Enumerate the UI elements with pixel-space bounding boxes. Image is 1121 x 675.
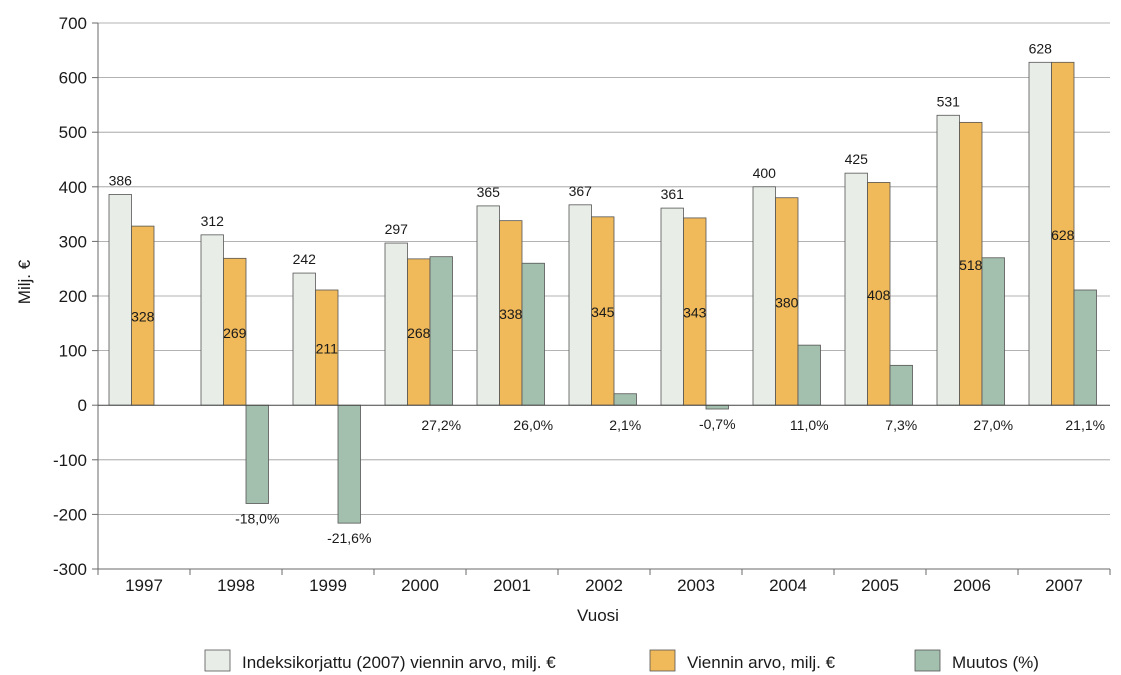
data-label: 425 bbox=[845, 151, 869, 167]
data-label: 343 bbox=[683, 305, 707, 321]
y-tick-label: 600 bbox=[59, 69, 87, 88]
data-label: 328 bbox=[131, 309, 155, 325]
x-tick-label: 2002 bbox=[585, 576, 623, 595]
bar bbox=[245, 404, 269, 504]
legend-swatch bbox=[649, 649, 676, 672]
bar bbox=[660, 207, 684, 406]
bar bbox=[200, 234, 224, 406]
bar bbox=[292, 272, 316, 406]
y-tick-label: 200 bbox=[59, 287, 87, 306]
bar bbox=[429, 256, 453, 406]
data-label: 26,0% bbox=[513, 417, 553, 433]
y-tick-label: 500 bbox=[59, 123, 87, 142]
data-label: -18,0% bbox=[235, 510, 279, 526]
bar bbox=[752, 186, 776, 406]
bar bbox=[889, 364, 913, 406]
bar bbox=[384, 242, 408, 406]
data-label: 211 bbox=[316, 341, 339, 357]
y-tick-label: 0 bbox=[78, 396, 87, 415]
y-tick-label: 100 bbox=[59, 342, 87, 361]
legend: Indeksikorjattu (2007) viennin arvo, mil… bbox=[204, 649, 1039, 672]
data-label: 386 bbox=[109, 172, 133, 188]
legend-swatch bbox=[204, 649, 231, 672]
data-label: 531 bbox=[937, 93, 961, 109]
bar bbox=[844, 172, 868, 406]
x-axis-title: Vuosi bbox=[577, 606, 619, 625]
x-tick-label: 2000 bbox=[401, 576, 439, 595]
bar bbox=[568, 204, 592, 406]
data-label: 628 bbox=[1029, 40, 1053, 56]
data-label: 27,2% bbox=[421, 417, 461, 433]
bar bbox=[337, 404, 361, 524]
bar bbox=[981, 257, 1005, 406]
x-tick-label: 2004 bbox=[769, 576, 807, 595]
y-tick-label: -300 bbox=[53, 560, 87, 579]
data-label: 268 bbox=[407, 325, 431, 341]
bars bbox=[108, 61, 1097, 524]
x-tick-label: 2006 bbox=[953, 576, 991, 595]
data-label: 27,0% bbox=[973, 417, 1013, 433]
legend-label: Muutos (%) bbox=[952, 653, 1039, 672]
data-label: 400 bbox=[753, 165, 777, 181]
data-label: 365 bbox=[477, 184, 501, 200]
x-tick-label: 2003 bbox=[677, 576, 715, 595]
y-tick-label: 400 bbox=[59, 178, 87, 197]
x-tick-label: 1997 bbox=[125, 576, 163, 595]
bar bbox=[476, 205, 500, 406]
bar bbox=[705, 404, 729, 410]
data-label: 361 bbox=[661, 186, 685, 202]
bar bbox=[1028, 61, 1052, 406]
y-tick-label: -200 bbox=[53, 505, 87, 524]
data-label: 7,3% bbox=[885, 417, 917, 433]
data-label: 338 bbox=[499, 306, 523, 322]
legend-swatch bbox=[914, 649, 941, 672]
data-label: 269 bbox=[223, 325, 247, 341]
data-label: 2,1% bbox=[609, 417, 641, 433]
x-tick-label: 2001 bbox=[493, 576, 531, 595]
legend-label: Indeksikorjattu (2007) viennin arvo, mil… bbox=[242, 653, 556, 672]
data-label: -0,7% bbox=[699, 416, 736, 432]
data-label: 345 bbox=[591, 304, 615, 320]
x-tick-label: 1998 bbox=[217, 576, 255, 595]
bar bbox=[1073, 289, 1097, 406]
data-label: 628 bbox=[1051, 227, 1075, 243]
y-tick-label: 700 bbox=[59, 14, 87, 33]
bar bbox=[797, 344, 821, 406]
bar bbox=[108, 194, 132, 406]
x-tick-label: 2005 bbox=[861, 576, 899, 595]
y-tick-label: -100 bbox=[53, 451, 87, 470]
bar bbox=[521, 262, 545, 406]
x-tick-label: 2007 bbox=[1045, 576, 1083, 595]
bar bbox=[613, 393, 637, 406]
data-labels: 386 312 242 297 365 367 361 400 425 531 628 328 269 2… bbox=[109, 40, 1106, 546]
data-label: 11,0% bbox=[790, 417, 829, 433]
data-label: 21,1% bbox=[1065, 417, 1105, 433]
data-label: -21,6% bbox=[327, 530, 371, 546]
data-label: 380 bbox=[775, 294, 799, 310]
x-tick-label: 1999 bbox=[309, 576, 347, 595]
data-label: 408 bbox=[867, 287, 891, 303]
data-label: 367 bbox=[569, 183, 593, 199]
data-label: 518 bbox=[959, 257, 983, 273]
y-tick-label: 300 bbox=[59, 232, 87, 251]
data-label: 297 bbox=[385, 221, 409, 237]
legend-label: Viennin arvo, milj. € bbox=[687, 653, 836, 672]
data-label: 242 bbox=[293, 251, 317, 267]
bar bbox=[936, 114, 960, 406]
y-axis-title: Milj. € bbox=[15, 259, 34, 304]
data-label: 312 bbox=[201, 213, 225, 229]
axes: -300 -200 -100 0 100 200 300 400 500 600 700 1997 19… bbox=[53, 14, 1111, 595]
